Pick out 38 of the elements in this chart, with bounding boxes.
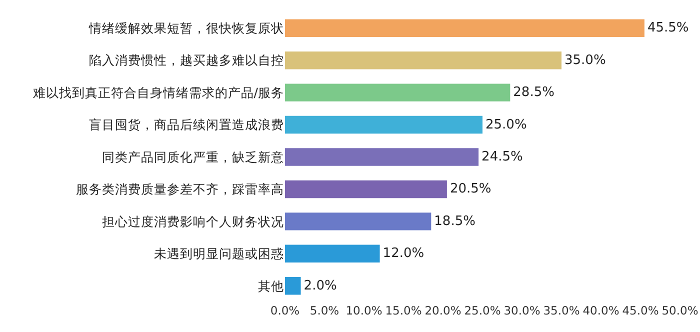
- data-label: 12.0%: [382, 246, 424, 262]
- bar: [285, 84, 510, 102]
- data-label: 28.5%: [513, 85, 554, 100]
- data-label: 2.0%: [304, 278, 337, 294]
- y-tick-label: 难以找到真正符合自身情绪需求的产品/服务: [32, 84, 284, 100]
- y-tick-label: 其他: [258, 278, 284, 294]
- x-tick-label: 25.0%: [464, 304, 501, 318]
- y-tick-label: 未遇到明显问题或困惑: [154, 246, 284, 262]
- bar: [285, 180, 447, 198]
- data-label: 25.0%: [486, 117, 527, 132]
- y-tick-label: 情绪缓解效果短暂，很快恢复原状: [88, 20, 284, 36]
- data-label: 18.5%: [434, 214, 476, 229]
- x-tick-label: 5.0%: [310, 304, 340, 318]
- x-tick-label: 15.0%: [385, 304, 422, 318]
- x-tick-label: 40.0%: [582, 304, 620, 318]
- x-tick-label: 0.0%: [270, 304, 300, 318]
- bar: [285, 148, 479, 166]
- x-tick-label: 30.0%: [504, 304, 540, 318]
- data-label: 45.5%: [647, 20, 689, 36]
- y-tick-label: 盲目囤货，商品后续闲置造成浪费: [89, 117, 284, 132]
- data-label: 20.5%: [450, 182, 492, 197]
- bar: [285, 277, 301, 295]
- y-tick-label: 担心过度消费影响个人财务状况: [102, 214, 284, 229]
- bar: [285, 244, 380, 263]
- bar: [285, 19, 644, 37]
- x-tick-label: 45.0%: [622, 304, 659, 318]
- y-tick-label: 同类产品同质化严重，缺乏新意: [102, 149, 284, 164]
- bar: [285, 116, 482, 134]
- data-label: 24.5%: [482, 150, 523, 164]
- x-tick-label: 35.0%: [543, 304, 580, 318]
- x-tick-label: 10.0%: [346, 304, 382, 318]
- y-tick-label: 服务类消费质量参差不齐，踩雷率高: [76, 182, 284, 197]
- bar: [285, 212, 432, 230]
- bar: [285, 51, 562, 70]
- data-label: 35.0%: [564, 52, 606, 68]
- x-tick-label: 20.0%: [424, 304, 462, 318]
- y-tick-label: 陷入消费惯性，越买越多难以自控: [89, 52, 284, 68]
- x-tick-label: 50.0%: [662, 304, 698, 318]
